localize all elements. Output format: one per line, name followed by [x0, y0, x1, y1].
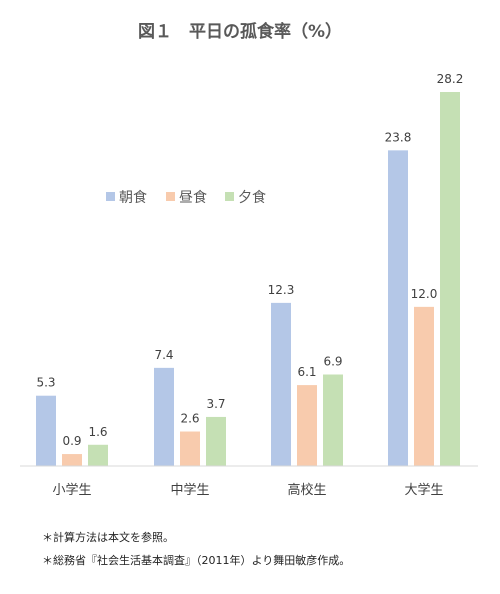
- bar-1-4: [388, 150, 408, 466]
- bar-3-2: [206, 416, 226, 466]
- bar-3-1: [88, 444, 108, 466]
- category-label-4: 大学生: [404, 482, 443, 498]
- data-label-3-1: 1.6: [88, 425, 107, 439]
- legend-swatch-1: [106, 192, 115, 201]
- data-label-2-2: 2.6: [180, 412, 199, 426]
- footnote-source: ＊総務省『社会生活基本調査』（2011年）より舞田敏彦作成。: [42, 554, 351, 567]
- legend-label-1: 朝食: [119, 189, 147, 206]
- legend-label-2: 昼食: [179, 189, 207, 206]
- bar-1-2: [154, 367, 174, 466]
- bars: 5.3 0.9 1.6 7.4 2.6 3.7 12.3 6.1 6.9 23.8 12.0 28.2: [36, 72, 463, 466]
- bar-3-4: [440, 92, 460, 466]
- data-label-1-4: 23.8: [385, 130, 412, 144]
- category-label-2: 中学生: [170, 482, 209, 498]
- category-label-1: 小学生: [52, 482, 91, 498]
- bar-2-4: [414, 306, 434, 466]
- footnote-method: ＊計算方法は本文を参照。: [42, 531, 174, 544]
- bar-2-1: [62, 454, 82, 466]
- data-label-3-2: 3.7: [206, 397, 225, 411]
- chart: 図１ 平日の孤食率（%） 朝食 昼食 夕食 5.3 0.9 1.6 7.4 2.6 3.7 12…: [20, 21, 478, 498]
- bar-3-3: [323, 374, 343, 466]
- data-label-1-1: 5.3: [36, 376, 55, 390]
- data-label-1-2: 7.4: [154, 348, 173, 362]
- legend-swatch-2: [166, 192, 175, 201]
- bar-1-1: [36, 395, 56, 466]
- bar-2-2: [180, 431, 200, 466]
- data-label-2-3: 6.1: [297, 365, 316, 379]
- data-label-3-4: 28.2: [437, 72, 464, 86]
- legend-swatch-3: [225, 192, 234, 201]
- bar-2-3: [297, 385, 317, 466]
- category-label-3: 高校生: [287, 482, 326, 498]
- data-label-1-3: 12.3: [268, 283, 295, 297]
- chart-title: 図１ 平日の孤食率（%）: [138, 21, 342, 42]
- legend-label-3: 夕食: [238, 189, 266, 206]
- bar-1-3: [271, 302, 291, 466]
- category-labels: 小学生 中学生 高校生 大学生: [52, 482, 443, 498]
- data-label-2-1: 0.9: [62, 434, 81, 448]
- legend: 朝食 昼食 夕食: [106, 189, 266, 206]
- data-label-2-4: 12.0: [411, 287, 438, 301]
- data-label-3-3: 6.9: [323, 354, 342, 368]
